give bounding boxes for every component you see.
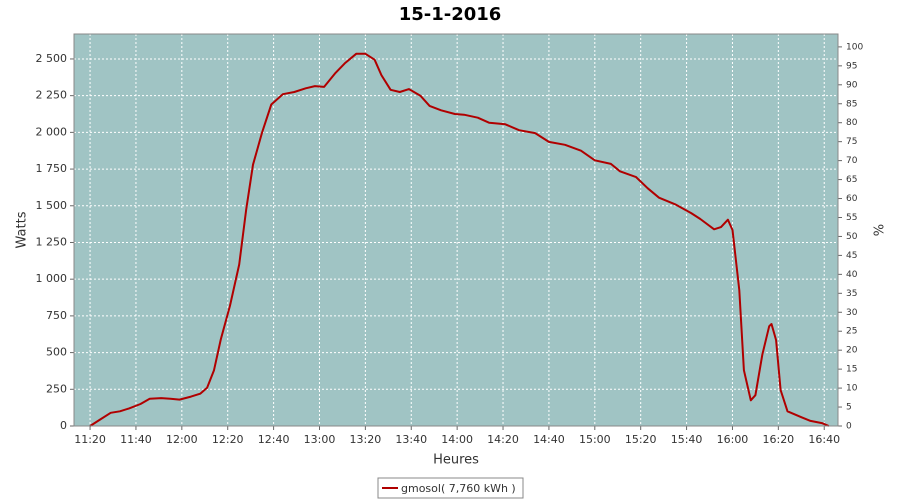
x-tick-label: 14:20 bbox=[487, 433, 519, 446]
y2-tick-label: 60 bbox=[846, 194, 858, 204]
x-tick-label: 14:40 bbox=[533, 433, 565, 446]
y-tick-label: 0 bbox=[60, 419, 67, 432]
legend: gmosol( 7,760 kWh ) bbox=[377, 477, 524, 499]
y-axis-title: Watts bbox=[15, 211, 30, 248]
y2-tick-label: 5 bbox=[846, 403, 852, 413]
y2-tick-label: 65 bbox=[846, 175, 857, 185]
x-axis-title: Heures bbox=[433, 453, 479, 468]
y-tick-label: 500 bbox=[46, 346, 67, 359]
x-tick-label: 13:00 bbox=[304, 433, 336, 446]
x-tick-label: 16:00 bbox=[717, 433, 749, 446]
y2-tick-label: 70 bbox=[846, 156, 858, 166]
y2-tick-label: 95 bbox=[846, 61, 857, 71]
y2-tick-label: 15 bbox=[846, 365, 857, 375]
y-tick-label: 1 750 bbox=[36, 162, 68, 175]
x-tick-label: 11:20 bbox=[74, 433, 106, 446]
y2-tick-label: 25 bbox=[846, 327, 857, 337]
x-tick-label: 12:20 bbox=[212, 433, 244, 446]
x-tick-label: 12:00 bbox=[166, 433, 198, 446]
plot-area bbox=[73, 33, 839, 427]
x-tick-label: 13:40 bbox=[395, 433, 427, 446]
x-tick-label: 15:20 bbox=[625, 433, 657, 446]
y2-tick-label: 10 bbox=[846, 384, 858, 394]
y2-tick-label: 55 bbox=[846, 213, 857, 223]
y2-tick-label: 30 bbox=[846, 308, 858, 318]
data-line bbox=[89, 52, 830, 427]
x-tick-label: 15:40 bbox=[671, 433, 703, 446]
legend-box bbox=[377, 477, 524, 499]
y2-tick-label: 75 bbox=[846, 137, 857, 147]
x-tick-label: 15:00 bbox=[579, 433, 611, 446]
x-tick-label: 16:40 bbox=[808, 433, 840, 446]
y2-tick-label: 100 bbox=[846, 42, 863, 52]
y-tick-label: 2 000 bbox=[36, 125, 68, 138]
x-tick-label: 12:40 bbox=[258, 433, 290, 446]
x-tick-label: 11:40 bbox=[120, 433, 152, 446]
y-tick-label: 750 bbox=[46, 309, 67, 322]
y2-tick-label: 85 bbox=[846, 99, 857, 109]
y2-tick-label: 90 bbox=[846, 80, 858, 90]
y2-tick-label: 50 bbox=[846, 232, 858, 242]
plot-border bbox=[73, 33, 839, 427]
y-tick-label: 1 500 bbox=[36, 199, 68, 212]
chart-title: 15-1-2016 bbox=[399, 4, 502, 25]
y-tick-label: 1 250 bbox=[36, 235, 68, 248]
y-tick-label: 2 500 bbox=[36, 52, 68, 65]
x-tick-label: 13:20 bbox=[350, 433, 382, 446]
y2-tick-label: 40 bbox=[846, 270, 858, 280]
y-tick-label: 250 bbox=[46, 382, 67, 395]
x-tick-label: 14:00 bbox=[441, 433, 473, 446]
y-tick-label: 1 000 bbox=[36, 272, 68, 285]
y-tick-label: 2 250 bbox=[36, 89, 68, 102]
y2-tick-label: 45 bbox=[846, 251, 857, 261]
y2-tick-label: 80 bbox=[846, 118, 858, 128]
y2-tick-label: 20 bbox=[846, 346, 858, 356]
y2-axis-title: % bbox=[873, 224, 888, 236]
y2-tick-label: 0 bbox=[846, 422, 852, 432]
x-tick-label: 16:20 bbox=[762, 433, 794, 446]
y2-tick-label: 35 bbox=[846, 289, 857, 299]
legend-label: gmosol( 7,760 kWh ) bbox=[401, 482, 516, 495]
